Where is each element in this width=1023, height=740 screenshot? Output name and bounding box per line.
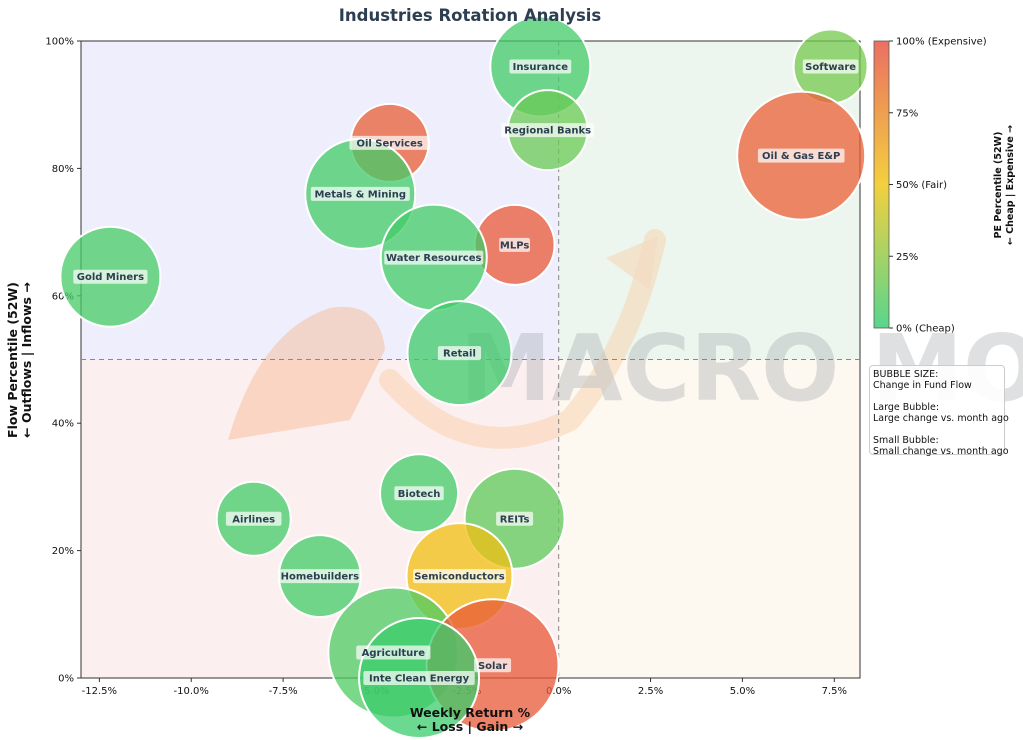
y-tick-label: 80% xyxy=(52,164,74,175)
colorbar xyxy=(873,40,890,329)
x-tick-label: 5.0% xyxy=(730,686,755,697)
bubble-label: Biotech xyxy=(398,489,441,500)
y-tick-label: 20% xyxy=(52,546,74,557)
bubble-label: Semiconductors xyxy=(414,572,505,583)
y-axis-ticks: 0% 20% 40% 60% 80% 100% xyxy=(45,37,81,685)
bubble-label: Oil Services xyxy=(356,138,422,149)
y-axis-sublabel: ← Outflows | Inflows → xyxy=(19,282,34,438)
x-tick-label: -12.5% xyxy=(82,686,117,697)
legend-line: Change in Fund Flow xyxy=(873,380,972,391)
legend-line: Small Bubble: xyxy=(873,435,939,446)
x-axis-label: Weekly Return % xyxy=(410,705,531,720)
colorbar-title: PE Percentile (52W) xyxy=(993,132,1004,239)
chart-title: Industries Rotation Analysis xyxy=(339,6,602,25)
bubble-label-bg xyxy=(437,346,482,361)
bubble-label: Insurance xyxy=(513,62,569,73)
bubble-label: Inte Clean Energy xyxy=(369,674,470,685)
x-tick-label: 0.0% xyxy=(546,686,571,697)
bubble-label: Homebuilders xyxy=(281,572,359,583)
bubble-label-bg xyxy=(413,569,506,584)
x-tick-label: 7.5% xyxy=(822,686,847,697)
bubble-labels: Insurance Software Regional Banks Oil & Gas… xyxy=(73,59,859,685)
bubble-label-bg xyxy=(356,645,431,660)
bubble-label: Oil & Gas E&P xyxy=(762,151,840,162)
bubble-label: Metals & Mining xyxy=(314,189,406,200)
bubble-label: Airlines xyxy=(232,514,275,525)
x-tick-label: -7.5% xyxy=(269,686,298,697)
colorbar-tick-label: 50% (Fair) xyxy=(896,180,947,191)
y-tick-label: 60% xyxy=(52,291,74,302)
bubble-label: Solar xyxy=(478,661,507,672)
colorbar-tick-label: 100% (Expensive) xyxy=(896,37,987,48)
bubble-label-bg xyxy=(310,186,410,201)
colorbar-tick-label: 75% xyxy=(896,108,918,119)
x-tick-label: 2.5% xyxy=(638,686,663,697)
bubble-label-bg xyxy=(474,658,512,673)
quadrant-bottom-right xyxy=(558,359,860,678)
legend-line: Small change vs. month ago xyxy=(873,446,1009,457)
bubble-label-bg xyxy=(499,237,530,252)
x-axis-sublabel: ← Loss | Gain → xyxy=(417,719,523,734)
bubble-label-bg xyxy=(384,250,484,265)
bubble-label-bg xyxy=(802,59,859,74)
y-tick-label: 0% xyxy=(58,674,74,685)
y-tick-label: 40% xyxy=(52,419,74,430)
bubble-label: Retail xyxy=(443,349,476,360)
bubble-label: Regional Banks xyxy=(504,126,591,137)
bubble-label: Software xyxy=(805,62,856,73)
bubble-label: MLPs xyxy=(500,240,529,251)
bubble-label: Water Resources xyxy=(386,253,481,264)
colorbar-subtitle: ← Cheap | Expensive → xyxy=(1005,125,1016,245)
bubble-label-bg xyxy=(496,511,534,526)
bubble-label-bg xyxy=(509,59,572,74)
bubble-label: Gold Miners xyxy=(77,272,144,283)
bubble-label-bg xyxy=(363,671,475,685)
y-axis-label: Flow Percentile (52W) xyxy=(5,282,20,438)
colorbar-tick-label: 25% xyxy=(896,252,918,263)
bubble-label-bg xyxy=(73,269,148,284)
bubble-size-legend: BUBBLE SIZE: Change in Fund Flow Large B… xyxy=(869,365,1009,457)
legend-line: Large change vs. month ago xyxy=(873,413,1009,424)
bubble-label: Agriculture xyxy=(362,648,426,659)
bubble-label: REITs xyxy=(500,514,530,525)
colorbar-tick-label: 0% (Cheap) xyxy=(896,324,955,335)
colorbar-ticks: 0% (Cheap) 25% 50% (Fair) 75% 100% (Expensiv… xyxy=(889,37,987,335)
bubble-label-bg xyxy=(501,123,595,138)
bubble-label-bg xyxy=(279,569,361,584)
legend-line: BUBBLE SIZE: xyxy=(873,369,939,380)
y-tick-label: 100% xyxy=(45,37,74,48)
bubble-label-bg xyxy=(757,148,845,163)
bubble-label-bg xyxy=(225,511,282,526)
legend-line: Large Bubble: xyxy=(873,402,940,413)
bubble-label-bg xyxy=(349,135,430,150)
bubble-label-bg xyxy=(394,486,444,501)
x-tick-label: -10.0% xyxy=(174,686,209,697)
